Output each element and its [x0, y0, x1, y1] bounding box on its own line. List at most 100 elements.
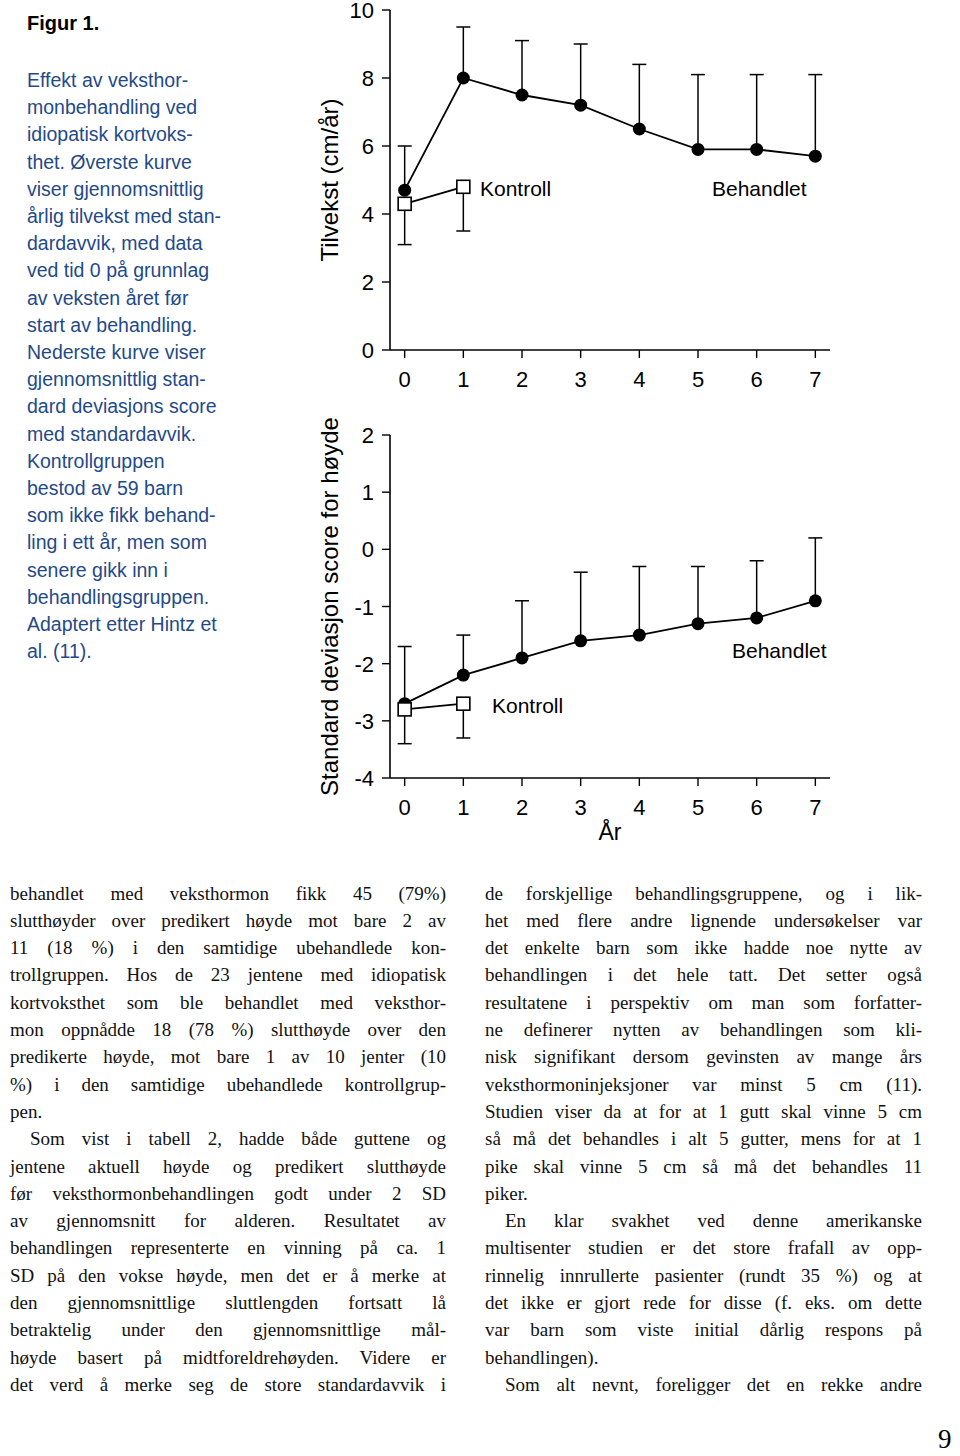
error-bar: [398, 647, 412, 704]
body-line: det enkelte barn som ikke hadde noe nytt…: [485, 934, 922, 961]
body-line: så må det behandles i alt 5 gutter, mens…: [485, 1125, 922, 1152]
error-bar: [398, 146, 412, 190]
body-line: høyde basert på midtforeldrehøyden. Vide…: [10, 1344, 446, 1371]
caption-line: bestod av 59 barn: [27, 477, 183, 500]
x-tick: [697, 778, 698, 786]
x-tick: [639, 350, 640, 358]
body-line: SD på den vokse høyde, men det er å merk…: [10, 1262, 446, 1289]
data-point: [692, 617, 705, 630]
y-tick: [382, 77, 390, 78]
error-bar: [808, 538, 822, 601]
body-line: 11 (18 %) i den samtidige ubehandlede ko…: [10, 934, 446, 961]
body-line: av gjennomsnitt for alderen. Resultatet …: [10, 1207, 446, 1234]
body-line: resultatene i perspektiv om man som forf…: [485, 989, 922, 1016]
caption-label: Figur 1.: [27, 12, 99, 35]
x-tick-label: 1: [457, 795, 469, 820]
x-tick-label: 5: [692, 795, 704, 820]
series-label: Kontroll: [480, 177, 551, 200]
data-point: [633, 629, 646, 642]
page-number: 9: [938, 1424, 952, 1455]
error-bar: [574, 572, 588, 641]
body-line: jentene aktuell høyde og predikert slutt…: [10, 1153, 446, 1180]
y-tick-label: -3: [354, 709, 374, 734]
caption-line: av veksten året før: [27, 287, 188, 310]
figure: 024681001234567Tilvekst (cm/år)Behandlet…: [0, 0, 960, 1456]
x-axis: [390, 777, 830, 779]
caption-line: Nederste kurve viser: [27, 341, 206, 364]
error-bar: [456, 27, 470, 78]
body-line: piker.: [485, 1180, 922, 1207]
error-bar: [750, 561, 764, 618]
caption-line: monbehandling ved: [27, 96, 197, 119]
y-axis-title: Tilvekst (cm/år): [316, 98, 343, 261]
x-tick-label: 6: [751, 795, 763, 820]
y-tick: [382, 663, 390, 664]
body-line: behandlingen i det hele tatt. Det setter…: [485, 961, 922, 988]
x-axis-title: År: [599, 818, 622, 845]
data-point: [398, 197, 411, 210]
x-tick: [697, 350, 698, 358]
x-tick-label: 2: [516, 795, 528, 820]
body-line: det verd å merke seg de store standardav…: [10, 1371, 446, 1398]
plot-marks: [398, 27, 823, 245]
body-line: behandlingen representerte en vinning på…: [10, 1234, 446, 1261]
body-line: betraktelig under den gjennomsnittlige m…: [10, 1316, 446, 1343]
data-point: [457, 697, 470, 710]
y-tick-label: 8: [362, 66, 374, 91]
chart: 024681001234567Tilvekst (cm/år)Behandlet…: [316, 0, 830, 392]
body-line: slutthøyder over predikert høyde mot bar…: [10, 907, 446, 934]
body-line: het med flere andre lignende undersøkels…: [485, 907, 922, 934]
y-tick-label: -2: [354, 652, 374, 677]
chart: -4-3-2-101201234567Standard deviasjon sc…: [316, 417, 830, 845]
error-bar: [515, 601, 529, 658]
y-tick-label: 4: [362, 202, 374, 227]
x-tick-label: 4: [633, 795, 645, 820]
y-tick: [382, 720, 390, 721]
x-tick-label: 0: [399, 795, 411, 820]
caption-line: dardavvik, med data: [27, 232, 203, 255]
x-tick-label: 4: [633, 367, 645, 392]
y-tick-label: 0: [362, 338, 374, 363]
body-line: mon oppnådde 18 (78 %) slutthøyde over d…: [10, 1016, 446, 1043]
error-bar: [632, 566, 646, 635]
error-bar: [691, 75, 705, 150]
error-bar: [632, 64, 646, 129]
page: Figur 1. Effekt av veksthor-monbehandling…: [0, 0, 960, 1456]
series-line: [405, 78, 816, 190]
caption-line: som ikke fikk behand-: [27, 504, 216, 527]
caption-line: Effekt av veksthor-: [27, 69, 188, 92]
x-tick: [521, 778, 522, 786]
x-tick: [815, 350, 816, 358]
series-label: Behandlet: [712, 177, 807, 200]
series-line: [405, 704, 464, 710]
body-line: En klar svakhet ved denne amerikanske: [505, 1207, 922, 1234]
caption-line: Kontrollgruppen: [27, 450, 165, 473]
body-line: behandlingen).: [485, 1344, 922, 1371]
y-tick-label: -4: [354, 766, 374, 791]
y-tick-label: 10: [350, 0, 374, 23]
y-tick: [382, 9, 390, 10]
data-point: [809, 594, 822, 607]
error-bar: [808, 75, 822, 157]
data-point: [692, 143, 705, 156]
data-point: [574, 634, 587, 647]
data-point: [457, 72, 470, 85]
caption-line: gjennomsnittlig stan-: [27, 368, 206, 391]
y-tick: [382, 281, 390, 282]
body-line: veksthormoninjeksjoner var minst 5 cm (1…: [485, 1071, 922, 1098]
x-tick-label: 7: [809, 795, 821, 820]
body-line: Studien viser da at for at 1 gutt skal v…: [485, 1098, 922, 1125]
y-tick-label: 0: [362, 537, 374, 562]
data-point: [516, 651, 529, 664]
body-line: den gjennomsnittlige sluttlengden fortsa…: [10, 1289, 446, 1316]
y-tick: [382, 606, 390, 607]
y-tick: [382, 349, 390, 350]
data-point: [457, 669, 470, 682]
body-line: %) i den samtidige ubehandlede kontrollg…: [10, 1071, 446, 1098]
body-line: pike skal vinne 5 cm så må det behandles…: [485, 1153, 922, 1180]
y-tick: [382, 777, 390, 778]
data-point: [809, 150, 822, 163]
caption-line: thet. Øverste kurve: [27, 151, 192, 174]
error-bar: [574, 44, 588, 105]
data-point: [750, 611, 763, 624]
